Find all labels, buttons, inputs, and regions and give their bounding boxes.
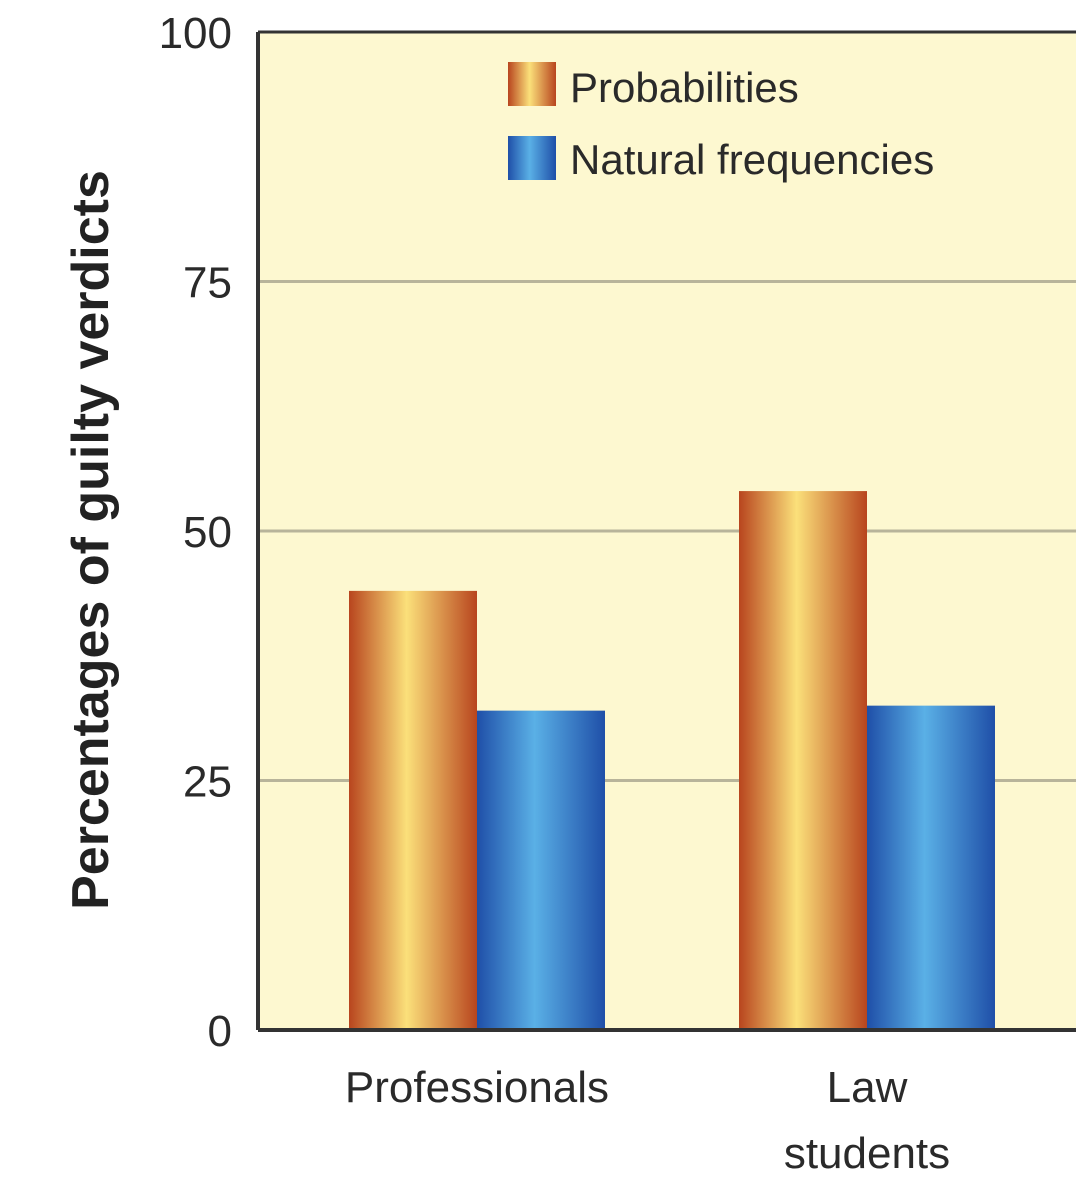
- legend-label-probabilities: Probabilities: [570, 64, 799, 111]
- bar-probabilities-1: [349, 590, 477, 1030]
- y-axis-label: Percentages of guilty verdicts: [62, 170, 120, 910]
- legend-swatch-probabilities: [508, 62, 556, 106]
- axes: [256, 30, 1076, 1032]
- bar-probabilities-2: [739, 491, 867, 1031]
- y-tick-labels: 0 25 50 75 100: [159, 9, 232, 1056]
- legend-label-natural-frequencies: Natural frequencies: [570, 136, 934, 183]
- x-category-label-1: Professionals: [345, 1063, 609, 1112]
- x-category-labels: Professionals Law students: [345, 1063, 950, 1178]
- x-category-label-2-line-2: students: [784, 1129, 950, 1178]
- y-tick-label-0: 0: [208, 1007, 232, 1056]
- y-tick-label-100: 100: [159, 9, 232, 58]
- y-tick-label-25: 25: [183, 758, 232, 807]
- y-tick-label-75: 75: [183, 259, 232, 308]
- bar-natural-frequencies-1: [477, 710, 605, 1030]
- legend-swatch-natural-frequencies: [508, 136, 556, 180]
- bar-natural-frequencies-2: [867, 705, 995, 1030]
- legend: Probabilities Natural frequencies: [508, 62, 934, 183]
- x-category-label-2-line-1: Law: [827, 1063, 908, 1112]
- y-tick-label-50: 50: [183, 508, 232, 557]
- bars: [349, 491, 995, 1031]
